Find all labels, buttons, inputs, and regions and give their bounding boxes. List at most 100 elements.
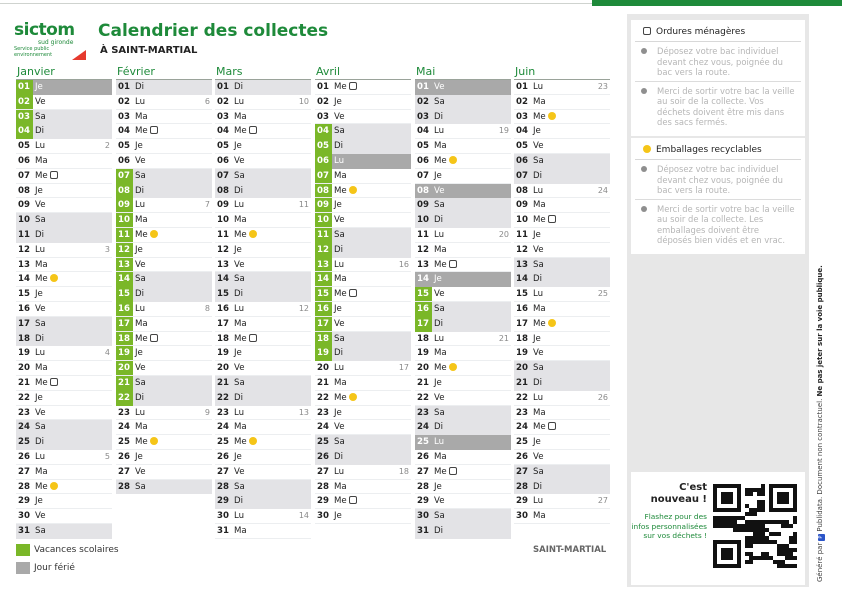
day-number: 02 xyxy=(516,96,528,107)
day-number: 04 xyxy=(417,126,429,137)
day-number: 20 xyxy=(118,363,130,374)
bin-icon xyxy=(49,170,58,179)
day-number: 05 xyxy=(417,141,429,152)
day-row: 10 Sa xyxy=(16,213,112,228)
day-number: 31 xyxy=(18,525,30,536)
day-number: 13 xyxy=(317,259,329,270)
day-number: 28 xyxy=(317,481,329,492)
day-number: 03 xyxy=(217,111,229,122)
day-row: 16 Lu 12 xyxy=(215,302,311,317)
day-row: 01 Je xyxy=(16,80,112,95)
weekday: Lu xyxy=(434,126,445,137)
day-row: 09 Lu 7 xyxy=(116,198,212,214)
qr-code-icon[interactable] xyxy=(713,484,797,568)
weekday: Je xyxy=(135,451,143,462)
day-row: 07 Sa xyxy=(215,168,311,184)
weekday: Je xyxy=(533,229,541,240)
weekday: Sa xyxy=(434,96,445,107)
day-row: 09 Je xyxy=(315,198,411,214)
weekday: Ma xyxy=(234,111,247,122)
day-row: 20 Me xyxy=(415,361,511,376)
day-row: 16 Lu 8 xyxy=(116,301,212,317)
day-number: 27 xyxy=(516,466,528,477)
day-row: 20 Lu 17 xyxy=(315,361,411,376)
day-number: 24 xyxy=(18,422,30,433)
weekday: Me xyxy=(135,124,158,139)
recycling-icon xyxy=(643,145,651,153)
weekday: Je xyxy=(434,170,442,181)
day-number: 07 xyxy=(516,170,528,181)
day-number: 29 xyxy=(516,496,528,507)
weekday: Ve xyxy=(135,259,146,270)
day-number: 15 xyxy=(317,289,329,300)
day-number: 04 xyxy=(317,126,329,137)
weekday: Ve xyxy=(533,348,544,359)
day-row: 29 Lu 27 xyxy=(514,494,610,510)
bin-icon xyxy=(348,289,357,298)
day-number: 09 xyxy=(217,200,229,211)
day-row: 05 Di xyxy=(315,139,411,154)
day-number: 20 xyxy=(18,363,30,374)
day-number: 08 xyxy=(217,185,229,196)
day-number: 16 xyxy=(516,303,528,314)
weekday: Je xyxy=(334,303,342,314)
week-number: 18 xyxy=(398,466,409,476)
weekday: Lu xyxy=(533,496,544,507)
bin-icon xyxy=(348,82,357,90)
day-row: 17 Me xyxy=(514,317,610,332)
day-number: 02 xyxy=(417,96,429,107)
day-row: 01 Di xyxy=(116,80,212,95)
day-row: 04 Je xyxy=(514,124,610,140)
day-number: 10 xyxy=(516,215,528,226)
weekday: Me xyxy=(334,80,357,95)
day-row: 08 Ve xyxy=(415,183,511,199)
day-row: 13 Me xyxy=(415,258,511,273)
weekday: Di xyxy=(35,437,45,448)
weekday: Di xyxy=(434,422,444,433)
weekday: Je xyxy=(334,96,342,107)
weekday: Di xyxy=(135,392,145,403)
day-number: 18 xyxy=(417,333,429,344)
day-number: 10 xyxy=(18,215,30,226)
weekday: Ve xyxy=(234,155,245,166)
weekday: Ma xyxy=(35,259,48,270)
week-number: 14 xyxy=(298,511,309,521)
recycling-icon xyxy=(547,318,556,327)
day-row: 15 Di xyxy=(116,287,212,302)
day-number: 11 xyxy=(417,229,429,240)
day-row: 14 Me xyxy=(16,272,112,288)
week-number: 5 xyxy=(104,451,110,461)
weekday: Sa xyxy=(234,170,245,181)
day-row: 17 Ma xyxy=(215,317,311,332)
day-number: 10 xyxy=(217,215,229,226)
day-row: 31 Ma xyxy=(215,524,311,539)
card-emballages: Emballages recyclables Déposez votre bac… xyxy=(631,138,805,254)
day-row: 24 Ma xyxy=(215,420,311,436)
day-number: 19 xyxy=(317,348,329,359)
day-row: 28 Ma xyxy=(315,480,411,495)
day-number: 11 xyxy=(516,229,528,240)
weekday: Me xyxy=(35,376,58,391)
weekday: Ve xyxy=(35,303,46,314)
day-row: 06 Ve xyxy=(215,154,311,169)
day-row: 04 Di xyxy=(16,124,112,140)
day-row: 12 Ma xyxy=(415,243,511,258)
weekday: Lu xyxy=(334,466,345,477)
day-row: 07 Ma xyxy=(315,168,411,184)
day-row: 25 Di xyxy=(16,435,112,450)
weekday: Sa xyxy=(533,363,544,374)
bin-icon xyxy=(448,259,457,268)
recycling-icon xyxy=(547,111,556,120)
weekday: Sa xyxy=(135,481,146,492)
day-number: 22 xyxy=(217,392,229,403)
week-number: 13 xyxy=(298,407,309,417)
weekday: Lu xyxy=(334,363,345,374)
weekday: Je xyxy=(533,126,541,137)
day-row: 21 Me xyxy=(16,376,112,391)
day-number: 05 xyxy=(118,141,130,152)
day-row: 01 Di xyxy=(215,80,311,95)
day-number: 28 xyxy=(18,481,30,492)
day-row: 26 Je xyxy=(116,450,212,465)
weekday: Lu xyxy=(234,303,245,314)
day-row: 05 Je xyxy=(116,139,212,154)
